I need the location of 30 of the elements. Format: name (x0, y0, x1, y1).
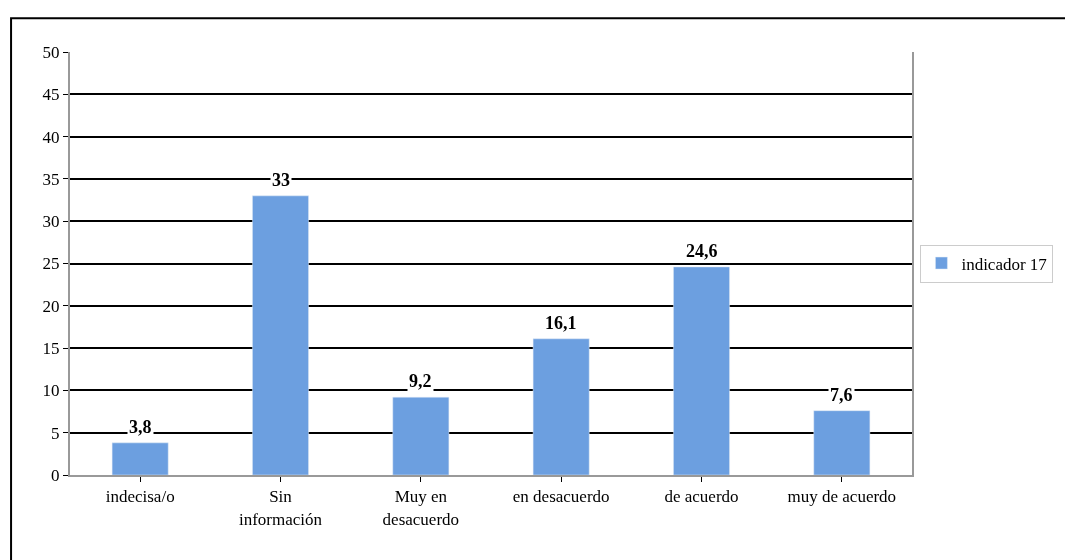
y-tick-label: 40 (42, 127, 60, 147)
x-tick-label: indecisa/o (105, 487, 175, 507)
data-label: 7,6 (830, 385, 853, 405)
data-label: 3,8 (129, 417, 152, 437)
legend-label: indicador 17 (961, 254, 1048, 274)
y-tick-label: 20 (42, 296, 60, 316)
y-tick-label: 25 (42, 254, 60, 274)
data-label: 9,2 (409, 371, 432, 391)
bar (532, 338, 590, 475)
bar (252, 195, 309, 475)
x-tick-label: de acuerdo (664, 487, 739, 507)
y-tick-label: 30 (42, 212, 60, 232)
data-label: 33 (272, 170, 290, 190)
y-tick-label: 0 (51, 465, 60, 485)
x-tick-label: muy de acuerdo (787, 487, 897, 507)
bar (813, 410, 871, 475)
x-tick-label: Sin información (238, 487, 323, 529)
y-tick-label: 35 (42, 169, 60, 189)
y-tick-label: 15 (42, 339, 60, 359)
y-tick-label: 45 (42, 85, 60, 105)
y-tick-label: 50 (42, 42, 60, 62)
data-label: 16,1 (545, 313, 577, 333)
y-tick-label: 10 (42, 381, 60, 401)
x-tick-label: Muy en desacuerdo (382, 487, 460, 529)
bar (111, 442, 169, 475)
data-label: 24,6 (686, 241, 718, 261)
bar (673, 266, 730, 475)
x-tick-label: en desacuerdo (512, 487, 610, 507)
bar (392, 396, 450, 475)
y-tick-label: 5 (51, 423, 60, 443)
